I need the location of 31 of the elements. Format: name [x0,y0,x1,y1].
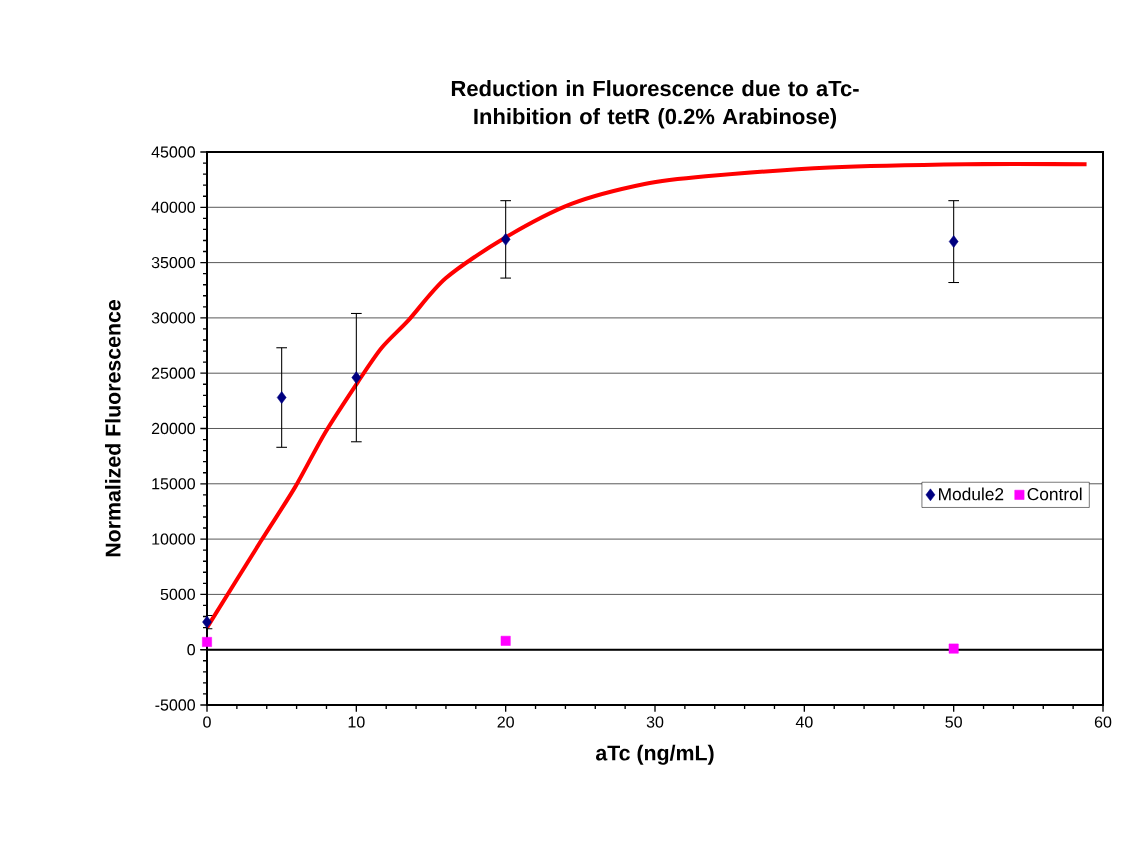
point [202,637,212,647]
x-tick-label: 40 [795,716,813,728]
legend-label: Control [1027,487,1082,501]
y-tick-label: 25000 [151,367,195,379]
x-tick-label: 0 [203,716,211,728]
y-tick-label: 40000 [151,201,195,213]
point [500,635,511,646]
point [500,233,511,246]
y-tick-label: 0 [187,644,196,656]
y-tick-label: 30000 [151,312,195,324]
point [948,235,959,248]
y-tick-label: 10000 [152,533,195,545]
y-tick-label: 35000 [151,256,195,269]
y-tick-label: 45000 [151,146,195,158]
y-tick-label: 5000 [160,588,195,601]
legend-label: Module2 [939,487,1004,501]
x-tick-label: 30 [646,716,664,728]
y-axis-title: Normalized Fluorescence [104,300,121,557]
x-tick-label: 60 [1094,716,1112,728]
point [351,371,362,384]
point [276,391,287,404]
x-tick-label: 10 [348,716,365,728]
y-tick-label: -5000 [155,699,195,711]
point [202,615,212,629]
x-tick-label: 20 [497,716,514,728]
x-tick-label: 50 [945,716,962,728]
x-axis-title: aTc (ng/mL) [595,744,714,765]
y-tick-label: 20000 [151,422,195,435]
y-tick-label: 15000 [152,478,195,490]
point [948,643,959,654]
chart-title: Reduction in Fluorescence due to aTc-Inhibition of tetR (0.2% Arabinose) [451,80,859,129]
